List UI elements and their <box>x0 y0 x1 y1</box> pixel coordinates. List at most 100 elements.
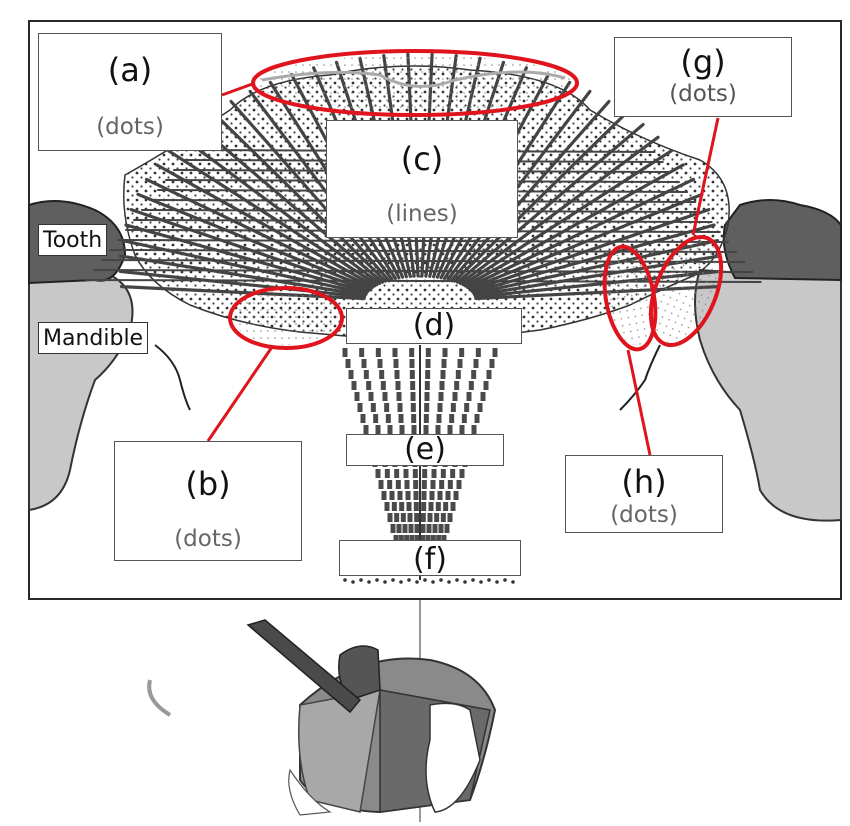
column-bar <box>436 414 442 423</box>
bottom-dot <box>431 580 435 584</box>
column-bar <box>471 425 477 434</box>
column-bar <box>436 535 442 544</box>
column-bar <box>403 469 409 478</box>
column-bar <box>413 480 419 489</box>
column-bar <box>457 359 463 368</box>
label-box-c: (c) (lines) <box>326 120 518 238</box>
column-bar <box>454 381 460 390</box>
bottom-dot <box>495 580 499 584</box>
column-bar <box>441 359 447 368</box>
column-bar <box>397 491 403 500</box>
column-bar <box>475 348 481 357</box>
bottom-dot <box>375 578 379 582</box>
column-bar <box>414 524 420 533</box>
column-bar <box>404 480 410 489</box>
column-bar <box>474 414 480 423</box>
column-bar <box>409 535 415 544</box>
label-box-e: (e) <box>346 434 504 466</box>
bottom-dot <box>343 578 347 582</box>
column-bar <box>420 513 426 522</box>
column-bar <box>428 502 434 511</box>
column-bar <box>427 513 433 522</box>
column-bar <box>348 370 354 379</box>
column-bar <box>359 348 365 357</box>
fiber-line <box>461 149 674 287</box>
column-bar <box>421 491 427 500</box>
mandible-label: Mandible <box>38 322 149 354</box>
column-bar <box>425 359 431 368</box>
column-bar <box>384 403 390 412</box>
leader-line-h <box>626 349 652 456</box>
column-bar <box>459 348 465 357</box>
column-bar <box>395 381 401 390</box>
column-bar <box>389 491 395 500</box>
column-bar <box>492 348 498 357</box>
column-bar <box>375 425 381 434</box>
label-h-letter: (h) <box>621 463 667 501</box>
column-bar <box>431 469 437 478</box>
leader-line-b <box>206 346 274 442</box>
column-bar <box>378 480 384 489</box>
label-c-pattern: (lines) <box>386 201 458 227</box>
column-bar <box>489 359 495 368</box>
column-bar <box>455 370 461 379</box>
column-bar <box>425 370 431 379</box>
label-g-pattern: (dots) <box>669 81 737 107</box>
column-bar <box>354 392 360 401</box>
column-bar <box>410 403 416 412</box>
label-box-g: (g) (dots) <box>614 37 792 117</box>
label-box-h: (h) (dots) <box>565 455 723 533</box>
fiber-line <box>118 269 367 299</box>
fiber-line <box>118 254 367 297</box>
region-g-fill <box>653 239 719 343</box>
bottom-dot <box>511 580 515 584</box>
column-bar <box>375 348 381 357</box>
column-bar <box>377 359 383 368</box>
column-bar <box>430 535 436 544</box>
column-bar <box>373 414 379 423</box>
tooth-right <box>722 199 842 282</box>
fiber-line <box>469 208 711 292</box>
right-tendon-line <box>619 344 661 411</box>
column-bar <box>466 392 472 401</box>
column-bar <box>368 392 374 401</box>
bottom-dot <box>423 578 427 582</box>
column-bar <box>387 425 393 434</box>
fiber-line <box>211 110 387 283</box>
column-bar <box>424 392 430 401</box>
bottom-dot <box>471 578 475 582</box>
bottom-dot <box>383 580 387 584</box>
label-f-letter: (f) <box>413 542 447 577</box>
column-bar <box>444 524 450 533</box>
column-bar <box>425 535 431 544</box>
column-bar <box>396 524 402 533</box>
bottom-dot <box>503 578 507 582</box>
column-bar <box>413 491 419 500</box>
leader-line-g <box>691 117 720 236</box>
column-bar <box>414 513 420 522</box>
column-bar <box>370 403 376 412</box>
column-bar <box>390 524 396 533</box>
fiber-line <box>466 177 696 289</box>
label-box-a: (a) (dots) <box>38 33 222 151</box>
column-bar <box>405 491 411 500</box>
column-bar <box>409 348 415 357</box>
fiber-line <box>446 89 592 281</box>
column-bar <box>407 513 413 522</box>
bottom-dot <box>447 580 451 584</box>
column-bar <box>483 381 489 390</box>
bottom-dot <box>455 578 459 582</box>
column-bar <box>425 348 431 357</box>
column-bar <box>447 513 453 522</box>
bottom-dot <box>367 580 371 584</box>
label-e-letter: (e) <box>404 432 446 467</box>
column-bar <box>450 403 456 412</box>
column-bar <box>441 535 447 544</box>
bottom-dot <box>407 578 411 582</box>
fiber-line <box>463 163 685 288</box>
column-bar <box>384 469 390 478</box>
fiber-line <box>166 149 379 287</box>
column-bar <box>459 469 465 478</box>
column-bar <box>440 370 446 379</box>
column-bar <box>464 403 470 412</box>
